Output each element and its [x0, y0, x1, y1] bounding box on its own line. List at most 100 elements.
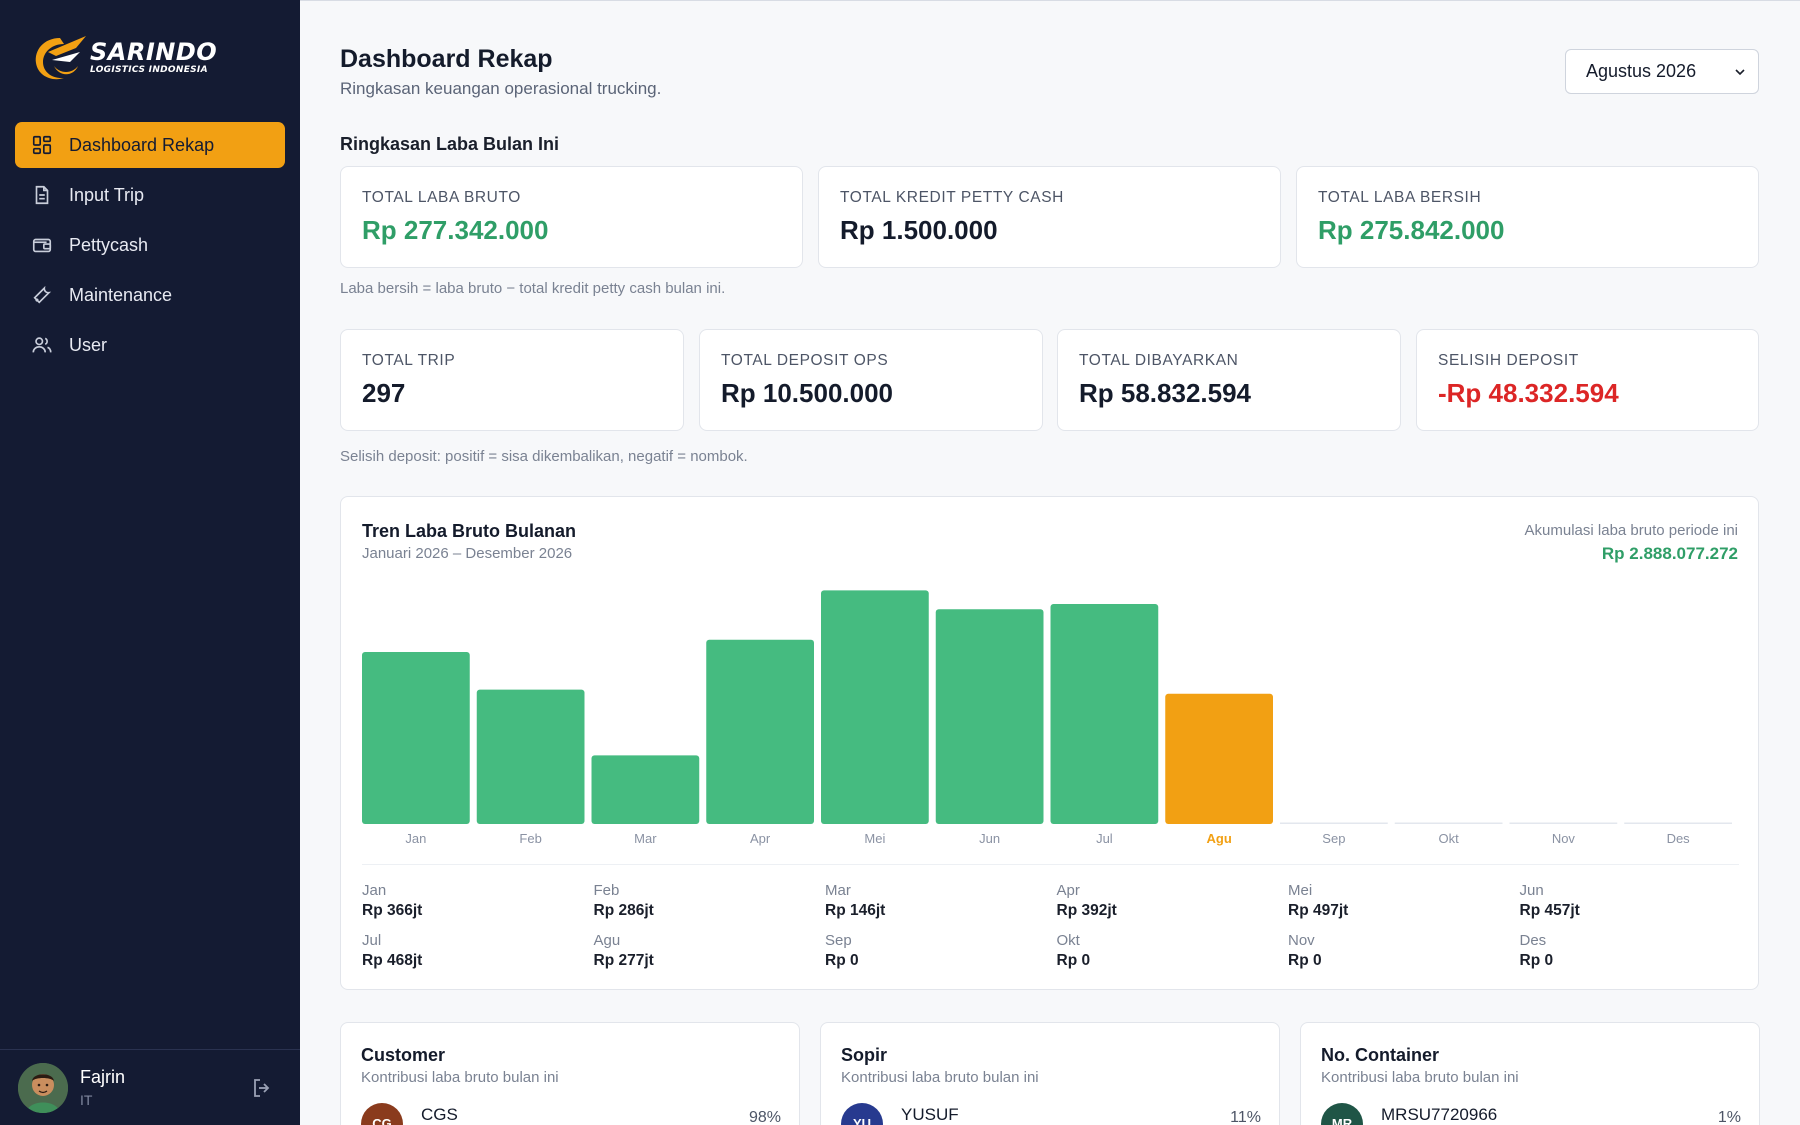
x-tick-label: Jul [1096, 831, 1113, 846]
month-name: Mei [1288, 882, 1313, 899]
contribution-avatar: YU [841, 1103, 883, 1125]
card-value: Rp 277.342.000 [362, 215, 549, 245]
month-value: Rp 286jt [593, 902, 654, 919]
customer-contribution-card: Customer Kontribusi laba bruto bulan ini… [340, 1022, 800, 1125]
card-label: TOTAL LABA BERSIH [1318, 189, 1482, 206]
x-tick-label: Okt [1439, 831, 1460, 846]
page-title: Dashboard Rekap [340, 45, 553, 73]
month-value: Rp 0 [825, 952, 859, 969]
contribution-row[interactable]: CG CGS 98% [361, 1103, 781, 1125]
sidebar-item-maintenance[interactable]: Maintenance [15, 272, 285, 318]
sidebar: SARINDO LOGISTICS INDONESIA Dashboard Re… [0, 0, 300, 1125]
sidebar-item-user[interactable]: User [15, 322, 285, 368]
card-value: -Rp 48.332.594 [1438, 378, 1619, 408]
chevron-down-icon [1735, 69, 1745, 76]
contribution-name: YUSUF [901, 1105, 959, 1124]
chart-subtitle: Januari 2026 – Desember 2026 [362, 545, 573, 562]
month-value: Rp 0 [1288, 952, 1322, 969]
sidebar-nav: Dashboard Rekap Input Trip Pettycash Mai… [15, 122, 285, 372]
month-value-cell: Sep Rp 0 [825, 932, 1057, 970]
brand-tagline: LOGISTICS INDONESIA [90, 64, 208, 75]
user-name: Fajrin [80, 1067, 126, 1087]
card-total-laba-bersih: TOTAL LABA BERSIH Rp 275.842.000 [1296, 166, 1759, 268]
card-value: 297 [362, 378, 406, 408]
sidebar-item-dashboard-rekap[interactable]: Dashboard Rekap [15, 122, 285, 168]
contribution-subtitle: Kontribusi laba bruto bulan ini [361, 1069, 559, 1086]
month-value: Rp 468jt [362, 952, 423, 969]
contribution-name: MRSU7720966 [1381, 1105, 1498, 1124]
card-label: SELISIH DEPOSIT [1438, 352, 1579, 369]
month-value: Rp 277jt [593, 952, 654, 969]
brand-logo[interactable]: SARINDO LOGISTICS INDONESIA [30, 30, 217, 84]
month-value: Rp 366jt [362, 902, 423, 919]
profit-note: Laba bersih = laba bruto − total kredit … [340, 280, 726, 297]
contribution-row[interactable]: MR MRSU7720966 1% [1321, 1103, 1741, 1125]
page-subtitle: Ringkasan keuangan operasional trucking. [340, 79, 662, 98]
bar-agu[interactable] [1165, 693, 1273, 824]
card-total-laba-bruto: TOTAL LABA BRUTO Rp 277.342.000 [340, 166, 803, 268]
card-value: Rp 58.832.594 [1079, 378, 1252, 408]
contribution-percent: 1% [1717, 1109, 1741, 1125]
user-profile: Fajrin IT [0, 1049, 300, 1125]
period-select[interactable]: Agustus 2026 [1565, 49, 1759, 94]
month-name: Mar [825, 882, 851, 899]
month-name: Agu [593, 932, 621, 949]
sidebar-item-label: User [69, 334, 108, 355]
month-name: Jul [362, 932, 382, 949]
bar-jan[interactable] [362, 651, 470, 824]
trend-bar-chart: Jan Feb Mar Apr Mei Jun Jul Agu Sep Okt Nov Des [362, 590, 1732, 846]
dashboard-grid-icon [32, 135, 52, 155]
bar-jul[interactable] [1050, 604, 1159, 824]
month-name: Nov [1288, 932, 1315, 949]
x-tick-label: Nov [1552, 831, 1576, 846]
month-name: Jun [1519, 882, 1544, 899]
contribution-name: CGS [421, 1105, 458, 1124]
contribution-avatar: CG [361, 1103, 403, 1125]
users-icon [32, 337, 52, 353]
month-value-cell: Jul Rp 468jt [362, 932, 594, 970]
avatar[interactable] [18, 1062, 68, 1113]
month-value: Rp 497jt [1288, 902, 1349, 919]
bar-jun[interactable] [935, 609, 1044, 824]
card-selisih-deposit: SELISIH DEPOSIT -Rp 48.332.594 [1416, 329, 1759, 431]
sidebar-item-label: Dashboard Rekap [69, 134, 215, 155]
bar-des[interactable] [1624, 822, 1732, 825]
wrench-icon [33, 285, 52, 304]
month-value-cell: Agu Rp 277jt [594, 932, 826, 970]
x-tick-label: Mar [634, 831, 657, 846]
x-tick-label: Jun [979, 831, 1000, 846]
month-name: Apr [1056, 882, 1080, 899]
contribution-title: Sopir [841, 1045, 888, 1065]
chart-divider [362, 864, 1739, 865]
bar-okt[interactable] [1394, 822, 1503, 825]
card-value: Rp 10.500.000 [721, 378, 894, 408]
bar-apr[interactable] [706, 639, 814, 824]
bar-mar[interactable] [591, 755, 700, 824]
month-value-cell: Jun Rp 457jt [1520, 882, 1752, 920]
month-name: Jan [362, 882, 387, 899]
logo-swoosh-icon [35, 36, 86, 80]
accumulation-label: Akumulasi laba bruto periode ini [1524, 522, 1738, 539]
contribution-avatar: MR [1321, 1103, 1363, 1125]
month-value: Rp 392jt [1056, 902, 1117, 919]
logout-icon[interactable] [250, 1076, 274, 1100]
month-value-cell: Nov Rp 0 [1288, 932, 1520, 970]
card-total-trip: TOTAL TRIP 297 [340, 329, 684, 431]
contribution-row[interactable]: YU YUSUF 11% [841, 1103, 1261, 1125]
contribution-percent: 11% [1230, 1109, 1261, 1125]
bar-sep[interactable] [1280, 822, 1388, 825]
month-name: Feb [593, 882, 620, 899]
sidebar-item-label: Pettycash [69, 234, 149, 255]
sidebar-item-pettycash[interactable]: Pettycash [15, 222, 285, 268]
x-tick-label: Apr [750, 831, 771, 846]
brand-wordmark: SARINDO LOGISTICS INDONESIA [90, 40, 217, 75]
card-label: TOTAL DEPOSIT OPS [721, 352, 889, 369]
bar-mei[interactable] [821, 590, 929, 824]
contribution-percent: 98% [748, 1109, 781, 1125]
accumulation-value: Rp 2.888.077.272 [1601, 544, 1738, 563]
bar-nov[interactable] [1509, 822, 1618, 825]
bar-feb[interactable] [476, 689, 585, 824]
profit-summary-title: Ringkasan Laba Bulan Ini [340, 134, 560, 154]
sidebar-item-input-trip[interactable]: Input Trip [15, 172, 285, 218]
sidebar-item-label: Maintenance [69, 284, 173, 305]
